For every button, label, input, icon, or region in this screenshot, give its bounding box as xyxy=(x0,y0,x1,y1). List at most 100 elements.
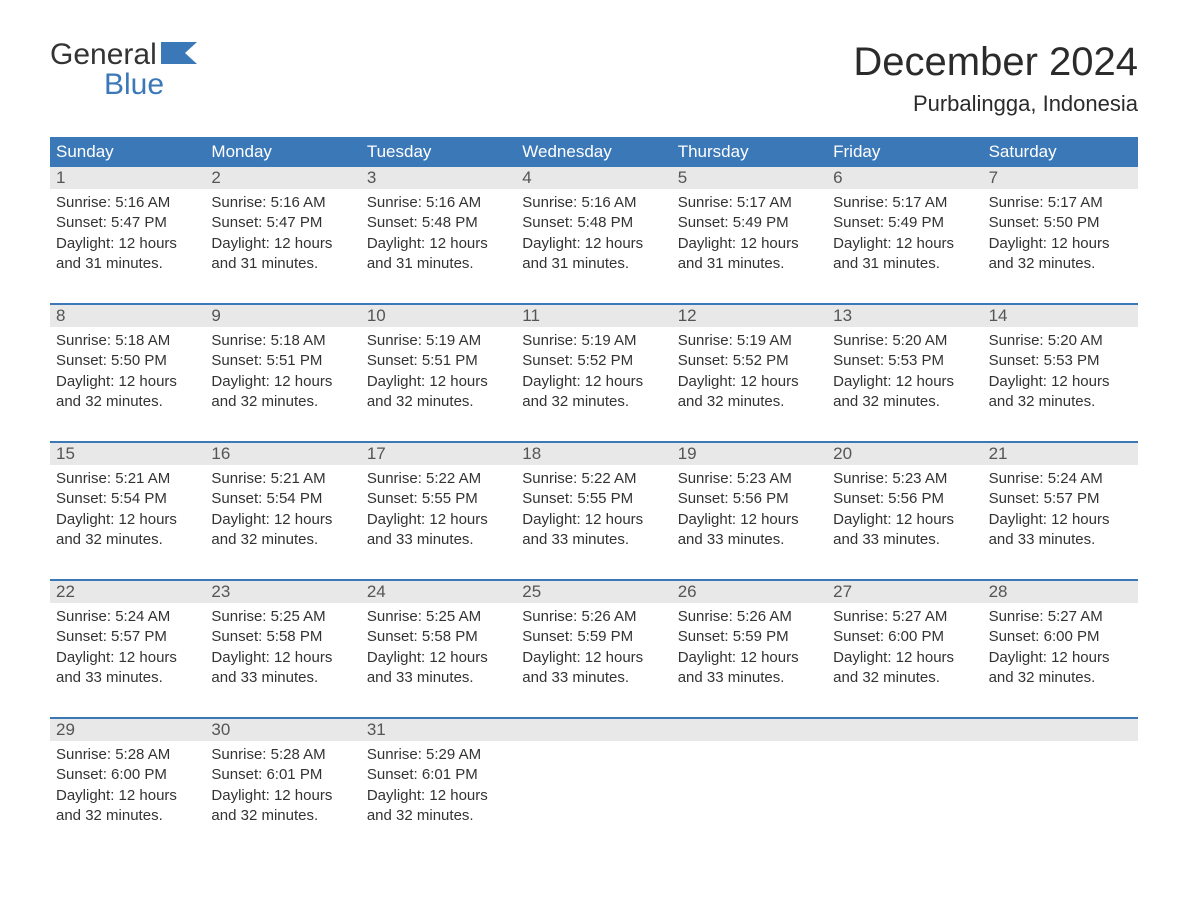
day-cell: Sunrise: 5:23 AMSunset: 5:56 PMDaylight:… xyxy=(827,465,982,565)
sunrise-text: Sunrise: 5:23 AM xyxy=(833,469,976,489)
sunset-text: Sunset: 5:59 PM xyxy=(678,627,821,647)
daylight-text-1: Daylight: 12 hours xyxy=(367,372,510,392)
day-number: 4 xyxy=(516,167,671,189)
sunset-text: Sunset: 5:52 PM xyxy=(522,351,665,371)
daylight-text-1: Daylight: 12 hours xyxy=(56,372,199,392)
daylight-text-2: and 31 minutes. xyxy=(211,254,354,274)
day-cell: Sunrise: 5:16 AMSunset: 5:48 PMDaylight:… xyxy=(516,189,671,289)
day-number: 26 xyxy=(672,581,827,603)
sunrise-text: Sunrise: 5:29 AM xyxy=(367,745,510,765)
weekday-header: Wednesday xyxy=(516,137,671,167)
day-cell: Sunrise: 5:26 AMSunset: 5:59 PMDaylight:… xyxy=(672,603,827,703)
daylight-text-1: Daylight: 12 hours xyxy=(211,786,354,806)
day-number xyxy=(516,719,671,741)
daylight-text-2: and 31 minutes. xyxy=(833,254,976,274)
header: General Blue December 2024 Purbalingga, … xyxy=(50,40,1138,117)
day-number: 30 xyxy=(205,719,360,741)
day-cell: Sunrise: 5:19 AMSunset: 5:52 PMDaylight:… xyxy=(516,327,671,427)
day-number-row: 891011121314 xyxy=(50,305,1138,327)
day-number xyxy=(672,719,827,741)
sunset-text: Sunset: 5:57 PM xyxy=(56,627,199,647)
daylight-text-2: and 32 minutes. xyxy=(367,806,510,826)
daylight-text-1: Daylight: 12 hours xyxy=(522,648,665,668)
daylight-text-2: and 33 minutes. xyxy=(367,530,510,550)
day-number: 16 xyxy=(205,443,360,465)
day-cell: Sunrise: 5:22 AMSunset: 5:55 PMDaylight:… xyxy=(516,465,671,565)
sunset-text: Sunset: 5:48 PM xyxy=(522,213,665,233)
day-number: 29 xyxy=(50,719,205,741)
day-cell xyxy=(827,741,982,841)
day-cell: Sunrise: 5:24 AMSunset: 5:57 PMDaylight:… xyxy=(50,603,205,703)
sunrise-text: Sunrise: 5:16 AM xyxy=(367,193,510,213)
sunset-text: Sunset: 5:53 PM xyxy=(989,351,1132,371)
daylight-text-1: Daylight: 12 hours xyxy=(56,786,199,806)
daylight-text-1: Daylight: 12 hours xyxy=(833,372,976,392)
daylight-text-2: and 32 minutes. xyxy=(989,254,1132,274)
day-number: 13 xyxy=(827,305,982,327)
daylight-text-1: Daylight: 12 hours xyxy=(678,648,821,668)
sunset-text: Sunset: 5:52 PM xyxy=(678,351,821,371)
daylight-text-1: Daylight: 12 hours xyxy=(989,648,1132,668)
month-title: December 2024 xyxy=(853,40,1138,85)
sunrise-text: Sunrise: 5:28 AM xyxy=(211,745,354,765)
daylight-text-1: Daylight: 12 hours xyxy=(989,234,1132,254)
sunrise-text: Sunrise: 5:18 AM xyxy=(211,331,354,351)
sunset-text: Sunset: 5:49 PM xyxy=(678,213,821,233)
sunset-text: Sunset: 5:55 PM xyxy=(522,489,665,509)
daylight-text-2: and 32 minutes. xyxy=(56,530,199,550)
daylight-text-2: and 33 minutes. xyxy=(522,668,665,688)
day-cell xyxy=(672,741,827,841)
sunrise-text: Sunrise: 5:19 AM xyxy=(522,331,665,351)
weekday-header: Friday xyxy=(827,137,982,167)
daylight-text-1: Daylight: 12 hours xyxy=(833,648,976,668)
daylight-text-1: Daylight: 12 hours xyxy=(833,234,976,254)
day-number: 12 xyxy=(672,305,827,327)
daylight-text-2: and 31 minutes. xyxy=(678,254,821,274)
day-cell: Sunrise: 5:28 AMSunset: 6:01 PMDaylight:… xyxy=(205,741,360,841)
daylight-text-1: Daylight: 12 hours xyxy=(211,648,354,668)
day-number: 27 xyxy=(827,581,982,603)
day-number-row: 293031 xyxy=(50,719,1138,741)
daylight-text-2: and 32 minutes. xyxy=(211,530,354,550)
day-number: 8 xyxy=(50,305,205,327)
daylight-text-2: and 32 minutes. xyxy=(56,806,199,826)
week-row: 15161718192021Sunrise: 5:21 AMSunset: 5:… xyxy=(50,441,1138,565)
sunrise-text: Sunrise: 5:24 AM xyxy=(56,607,199,627)
day-cell: Sunrise: 5:25 AMSunset: 5:58 PMDaylight:… xyxy=(205,603,360,703)
sunset-text: Sunset: 5:57 PM xyxy=(989,489,1132,509)
title-block: December 2024 Purbalingga, Indonesia xyxy=(853,40,1138,117)
sunset-text: Sunset: 5:47 PM xyxy=(211,213,354,233)
day-number: 17 xyxy=(361,443,516,465)
day-cell xyxy=(516,741,671,841)
daylight-text-1: Daylight: 12 hours xyxy=(367,510,510,530)
location: Purbalingga, Indonesia xyxy=(853,91,1138,117)
sunrise-text: Sunrise: 5:19 AM xyxy=(678,331,821,351)
daylight-text-1: Daylight: 12 hours xyxy=(522,372,665,392)
sunset-text: Sunset: 5:54 PM xyxy=(211,489,354,509)
sunrise-text: Sunrise: 5:18 AM xyxy=(56,331,199,351)
weekday-header: Sunday xyxy=(50,137,205,167)
daylight-text-2: and 32 minutes. xyxy=(989,668,1132,688)
daylight-text-1: Daylight: 12 hours xyxy=(678,510,821,530)
daylight-text-1: Daylight: 12 hours xyxy=(833,510,976,530)
sunrise-text: Sunrise: 5:26 AM xyxy=(678,607,821,627)
sunrise-text: Sunrise: 5:17 AM xyxy=(989,193,1132,213)
daylight-text-1: Daylight: 12 hours xyxy=(989,372,1132,392)
daylight-text-1: Daylight: 12 hours xyxy=(678,372,821,392)
daylight-text-1: Daylight: 12 hours xyxy=(678,234,821,254)
day-number-row: 15161718192021 xyxy=(50,443,1138,465)
daylight-text-2: and 31 minutes. xyxy=(522,254,665,274)
daylight-text-2: and 32 minutes. xyxy=(211,806,354,826)
logo-word-1: General xyxy=(50,40,157,70)
day-cell: Sunrise: 5:21 AMSunset: 5:54 PMDaylight:… xyxy=(205,465,360,565)
day-cell xyxy=(983,741,1138,841)
daylight-text-1: Daylight: 12 hours xyxy=(56,234,199,254)
daylight-text-2: and 33 minutes. xyxy=(678,530,821,550)
sunrise-text: Sunrise: 5:28 AM xyxy=(56,745,199,765)
day-cell: Sunrise: 5:17 AMSunset: 5:49 PMDaylight:… xyxy=(672,189,827,289)
logo: General Blue xyxy=(50,40,197,100)
day-cell: Sunrise: 5:28 AMSunset: 6:00 PMDaylight:… xyxy=(50,741,205,841)
daylight-text-1: Daylight: 12 hours xyxy=(367,648,510,668)
sunset-text: Sunset: 5:55 PM xyxy=(367,489,510,509)
daylight-text-2: and 33 minutes. xyxy=(56,668,199,688)
